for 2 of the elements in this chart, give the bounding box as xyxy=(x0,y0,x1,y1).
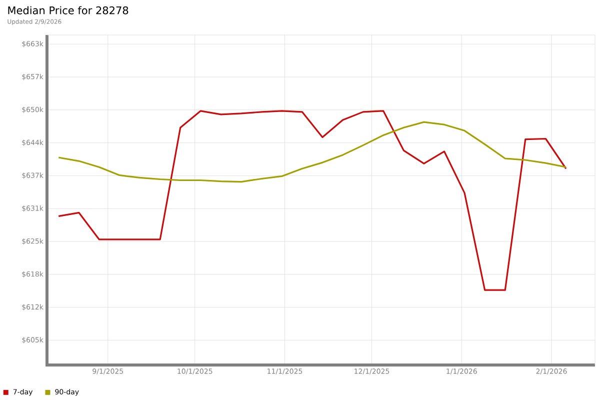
line-series xyxy=(58,121,567,183)
chart-title: Median Price for 28278 xyxy=(8,6,128,14)
